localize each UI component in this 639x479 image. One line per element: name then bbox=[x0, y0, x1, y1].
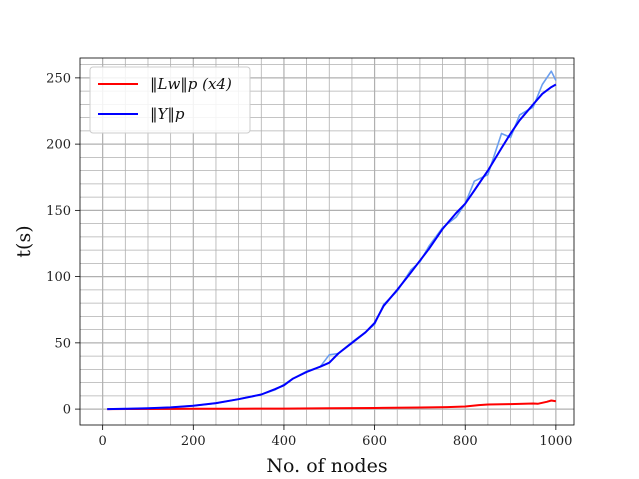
legend-label-y: ‖Y‖p bbox=[150, 105, 185, 123]
tick-group: 0 200 400 600 800 1000 0 50 100 150 200 250 bbox=[46, 71, 572, 449]
y-tick-label: 100 bbox=[46, 270, 71, 285]
x-tick-label: 800 bbox=[453, 434, 478, 449]
x-tick-label: 0 bbox=[99, 434, 107, 449]
series-group bbox=[107, 70, 557, 411]
y-tick-label: 50 bbox=[54, 336, 71, 351]
series-line-0 bbox=[107, 399, 557, 411]
x-tick-label: 400 bbox=[272, 434, 297, 449]
x-tick-label: 200 bbox=[181, 434, 206, 449]
y-tick-label: 150 bbox=[46, 204, 71, 219]
plot-frame bbox=[79, 57, 575, 426]
y-axis-label: t(s) bbox=[13, 225, 35, 257]
series-line-1 bbox=[107, 83, 557, 411]
y-tick-label: 250 bbox=[46, 71, 71, 86]
y-tick-label: 0 bbox=[63, 403, 71, 418]
x-tick-label: 600 bbox=[362, 434, 387, 449]
y-tick-label: 200 bbox=[46, 138, 71, 153]
legend: ‖Lw‖p (x4) ‖Y‖p bbox=[89, 66, 251, 134]
legend-label-lw: ‖Lw‖p (x4) bbox=[150, 75, 232, 93]
x-axis-label: No. of nodes bbox=[266, 455, 387, 477]
x-tick-label: 1000 bbox=[539, 434, 572, 449]
